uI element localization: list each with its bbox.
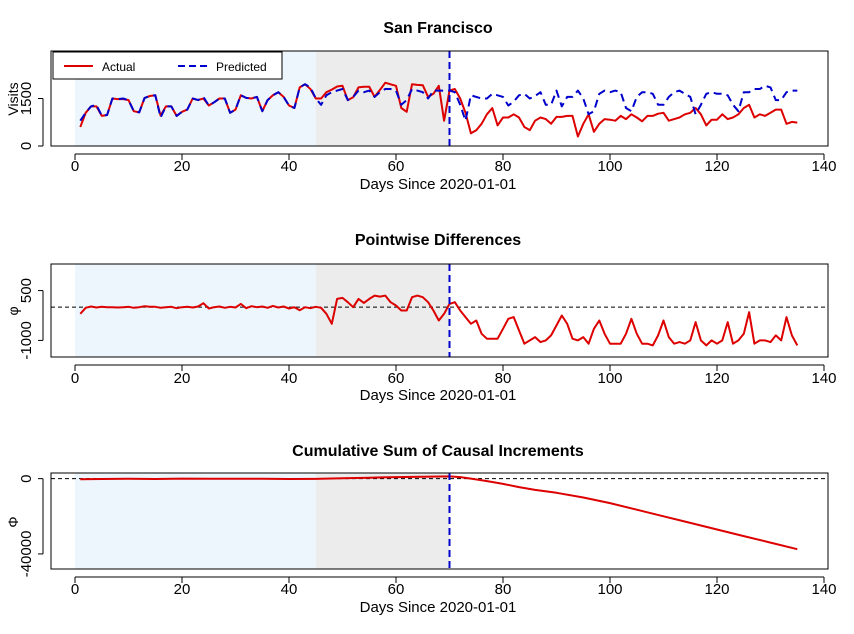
x-tick-label: 40 xyxy=(281,158,298,175)
shaded-region xyxy=(315,51,450,146)
x-tick-label: 60 xyxy=(388,370,405,387)
legend-predicted-label: Predicted xyxy=(216,60,267,74)
shaded-region xyxy=(75,264,316,357)
plot-frame xyxy=(50,263,829,358)
y-tick-label: -1000 xyxy=(18,321,35,359)
panel-san-francisco: San Francisco 0 20 40 60 80 100 120 140 … xyxy=(5,20,837,193)
x-tick-label: 20 xyxy=(174,581,191,598)
x-tick-label: 60 xyxy=(388,581,405,598)
x-tick-label: 140 xyxy=(811,158,836,175)
plot-frame xyxy=(50,50,829,147)
x-tick-label: 100 xyxy=(597,581,622,598)
x-tick-label: 100 xyxy=(597,370,622,387)
series-line-difference xyxy=(79,294,799,347)
x-tick-label: 80 xyxy=(495,158,512,175)
x-tick-label: 20 xyxy=(174,158,191,175)
x-tick-label: 0 xyxy=(71,370,79,387)
x-tick-label: 80 xyxy=(495,370,512,387)
y-axis-ticks: -1000 500 xyxy=(18,278,35,360)
x-tick-label: 120 xyxy=(704,581,729,598)
y-axis-ticks: 0 -40000 xyxy=(18,474,35,577)
x-tick-label: 0 xyxy=(71,581,79,598)
x-axis-label: Days Since 2020-01-01 xyxy=(360,599,517,616)
x-axis-label: Days Since 2020-01-01 xyxy=(360,387,517,404)
shaded-region xyxy=(315,264,450,357)
y-tick-label: 1500 xyxy=(18,82,35,115)
x-tick-label: 40 xyxy=(281,370,298,387)
x-tick-label: 140 xyxy=(811,370,836,387)
plot-area xyxy=(38,472,829,583)
y-tick-label: 0 xyxy=(18,474,35,482)
x-tick-label: 140 xyxy=(811,581,836,598)
x-axis-ticks: 0 20 40 60 80 100 120 140 xyxy=(71,158,837,175)
panel-title: Cumulative Sum of Causal Increments xyxy=(292,443,584,460)
y-axis-ticks: 0 1500 xyxy=(18,82,35,150)
plot-frame xyxy=(50,472,829,570)
x-tick-label: 20 xyxy=(174,370,191,387)
x-tick-label: 40 xyxy=(281,581,298,598)
series-line-cumulative xyxy=(80,475,798,551)
x-tick-label: 120 xyxy=(704,158,729,175)
legend-actual-label: Actual xyxy=(102,60,135,74)
x-axis-ticks: 0 20 40 60 80 100 120 140 xyxy=(71,370,837,387)
x-axis-label: Days Since 2020-01-01 xyxy=(360,176,517,193)
panel-pointwise-differences: Pointwise Differences 0 20 40 60 80 100 … xyxy=(5,232,837,404)
y-axis-label: φ xyxy=(5,306,21,315)
x-tick-label: 120 xyxy=(704,370,729,387)
series-line-predicted xyxy=(79,83,798,122)
x-tick-label: 60 xyxy=(388,158,405,175)
panel-title: San Francisco xyxy=(383,20,493,37)
y-axis-label: Φ xyxy=(5,516,21,527)
shaded-region xyxy=(315,473,450,569)
y-axis-label: Visits xyxy=(5,82,21,115)
y-tick-label: -40000 xyxy=(18,531,35,578)
y-tick-label: 500 xyxy=(18,278,35,303)
panel-title: Pointwise Differences xyxy=(355,232,521,249)
x-tick-label: 80 xyxy=(495,581,512,598)
plot-area xyxy=(38,263,829,371)
x-tick-label: 100 xyxy=(597,158,622,175)
series-line-actual xyxy=(79,81,798,138)
shaded-region xyxy=(75,473,316,569)
y-tick-label: 0 xyxy=(18,142,35,150)
x-tick-label: 0 xyxy=(71,158,79,175)
panel-cumulative-sum: Cumulative Sum of Causal Increments 0 20… xyxy=(5,443,837,616)
x-axis-ticks: 0 20 40 60 80 100 120 140 xyxy=(71,581,837,598)
legend: Actual Predicted xyxy=(52,51,283,80)
